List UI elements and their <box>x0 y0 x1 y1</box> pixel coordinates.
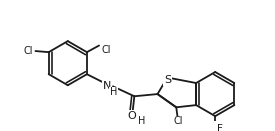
Text: H: H <box>138 116 146 126</box>
Text: N: N <box>103 81 111 91</box>
Text: Cl: Cl <box>174 116 183 126</box>
Text: Cl: Cl <box>101 45 111 54</box>
Text: O: O <box>128 111 136 121</box>
Text: S: S <box>164 75 171 85</box>
Text: F: F <box>217 124 223 131</box>
Text: H: H <box>110 87 117 97</box>
Text: Cl: Cl <box>24 46 34 56</box>
